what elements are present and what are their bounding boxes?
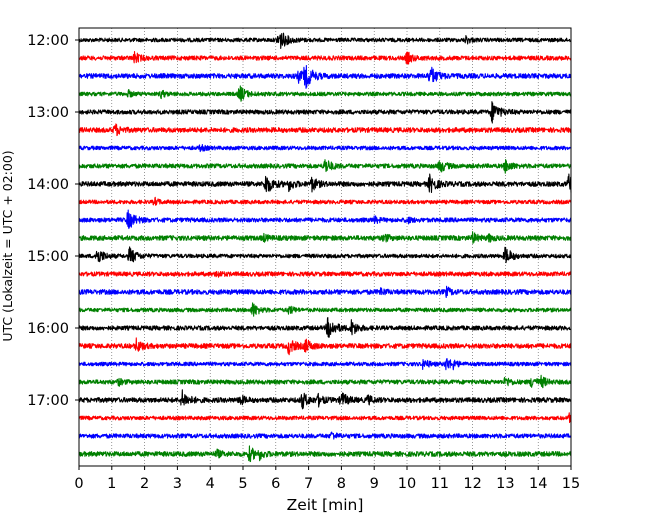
x-tick-label: 1 (107, 476, 116, 492)
plot-frame (78, 27, 572, 467)
seismic-trace (78, 357, 572, 371)
y-tick-label: 15:00 (27, 249, 69, 265)
x-tick-label: 8 (337, 476, 346, 492)
seismic-trace (78, 317, 572, 338)
x-tick-label: 5 (238, 476, 247, 492)
y-axis-label: UTC (Lokalzeit = UTC + 02:00) (0, 150, 15, 341)
x-tick-label: 0 (74, 476, 83, 492)
seismic-trace (78, 51, 572, 65)
seismic-trace (78, 231, 572, 244)
seismic-trace (78, 374, 572, 389)
seismic-traces (78, 32, 572, 463)
seismic-trace (78, 270, 572, 278)
x-tick-label: 4 (206, 476, 215, 492)
x-tick-label: 3 (173, 476, 182, 492)
seismic-trace (78, 123, 572, 137)
x-tick-label: 14 (529, 476, 547, 492)
y-tick-label: 17:00 (27, 393, 69, 409)
y-tick-label: 16:00 (27, 321, 69, 337)
seismic-trace (78, 285, 572, 299)
y-axis-ticks: 12:00 13:00 14:00 15:00 16:00 17:00 (27, 33, 79, 409)
x-axis-label: Zeit [min] (287, 496, 364, 514)
x-tick-label: 7 (304, 476, 313, 492)
seismic-trace (78, 173, 572, 194)
seismic-trace (78, 196, 572, 206)
seismic-trace (78, 101, 572, 124)
seismic-trace (78, 158, 572, 174)
seismic-trace (78, 32, 572, 49)
seismic-trace (78, 412, 572, 424)
seismic-trace (78, 302, 572, 317)
grid-lines (111, 28, 539, 466)
seismic-trace (78, 337, 572, 356)
x-tick-label: 13 (496, 476, 514, 492)
seismic-trace (78, 143, 572, 153)
x-axis-ticks: 0 1 2 3 4 5 6 7 8 9 10 11 12 13 14 15 (74, 466, 580, 492)
y-tick-label: 14:00 (27, 177, 69, 193)
x-tick-label: 2 (140, 476, 149, 492)
x-tick-label: 10 (398, 476, 416, 492)
x-tick-label: 9 (370, 476, 379, 492)
seismic-trace (78, 64, 572, 89)
x-tick-label: 15 (562, 476, 580, 492)
seismic-trace (78, 209, 572, 230)
x-tick-label: 12 (463, 476, 481, 492)
seismic-trace (78, 431, 572, 440)
x-tick-label: 6 (271, 476, 280, 492)
seismic-trace (78, 389, 572, 410)
seismic-trace (78, 85, 572, 102)
y-tick-label: 12:00 (27, 33, 69, 49)
x-tick-label: 11 (431, 476, 449, 492)
seismic-trace (78, 445, 572, 463)
seismic-trace (78, 246, 572, 264)
y-tick-label: 13:00 (27, 105, 69, 121)
